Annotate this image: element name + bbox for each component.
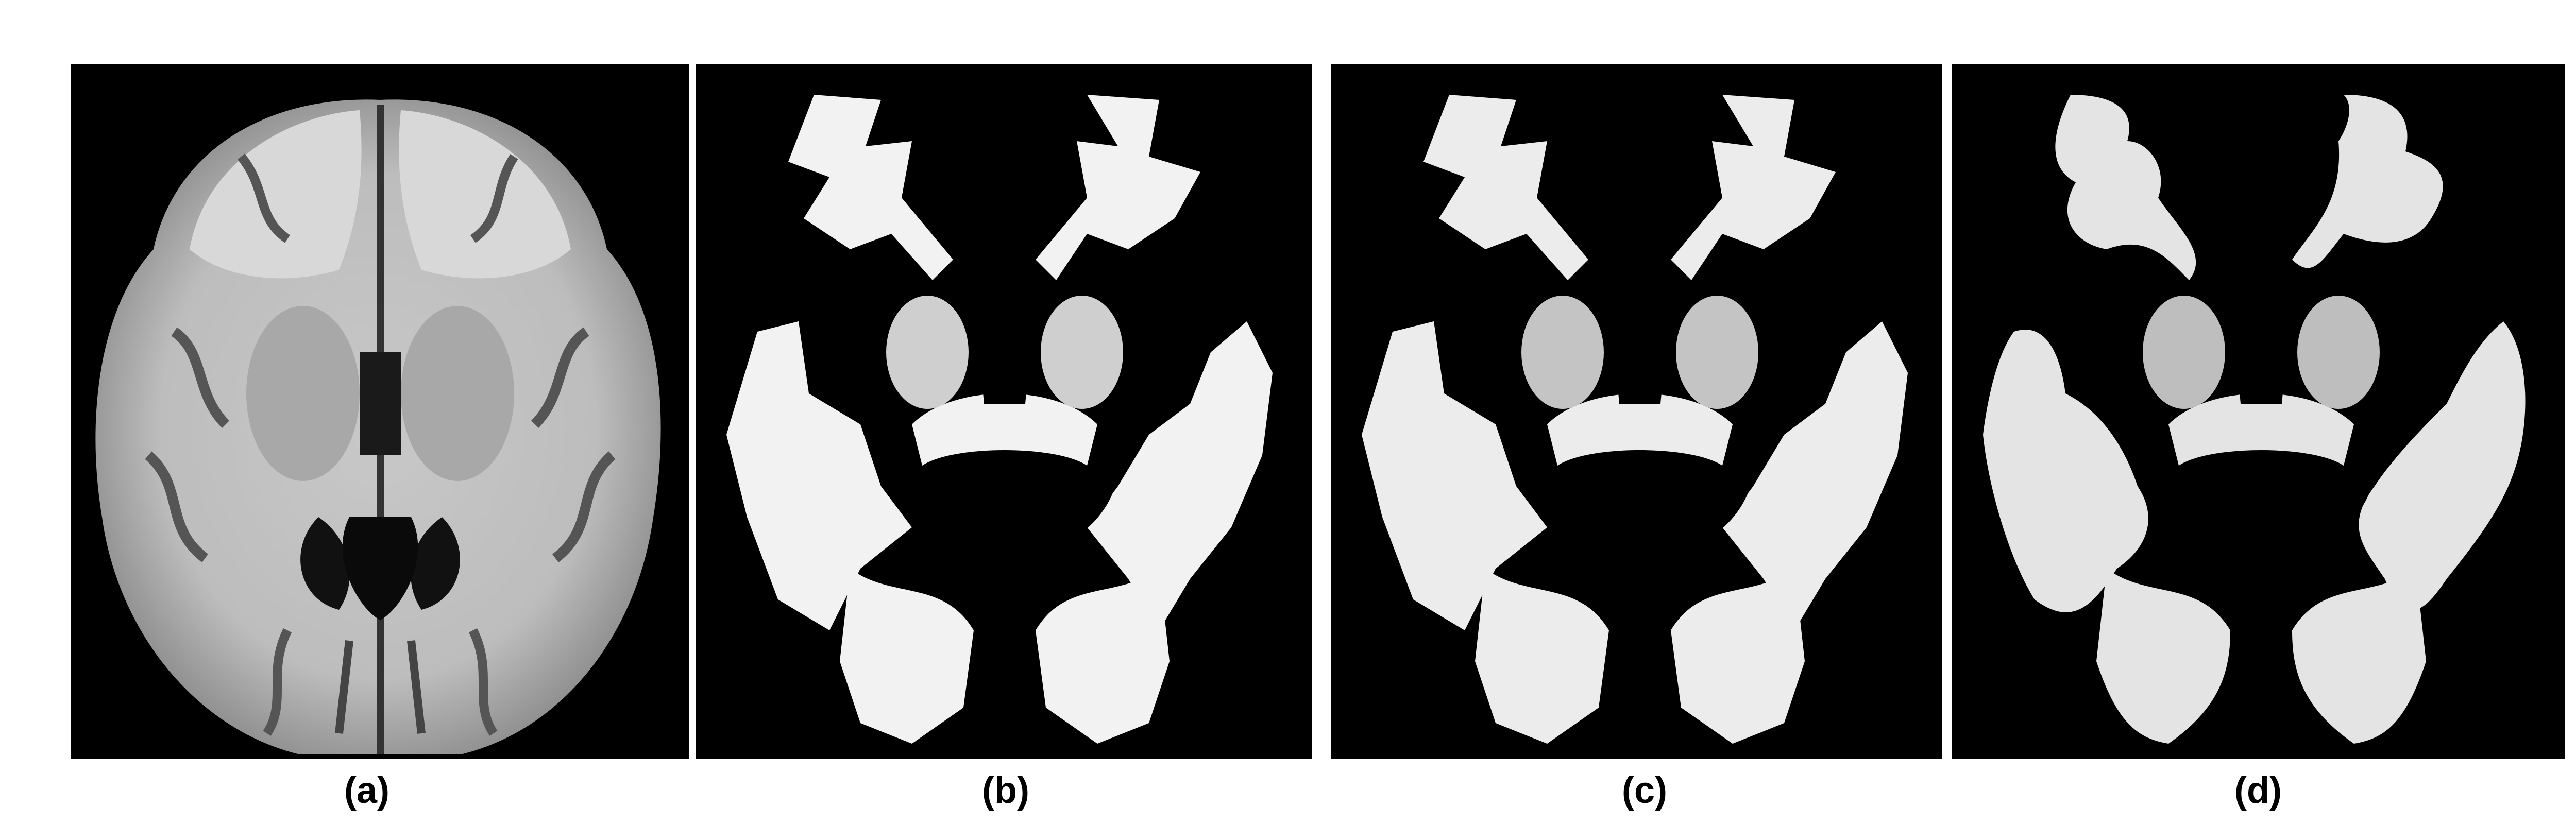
brain-mri-axial-t1-icon xyxy=(71,64,689,759)
caption-b: (b) xyxy=(982,770,1029,811)
caption-c: (c) xyxy=(1622,770,1667,811)
white-matter-segmentation-icon xyxy=(696,64,1312,759)
caption-d: (d) xyxy=(2234,770,2282,811)
caption-a: (a) xyxy=(344,770,389,811)
white-matter-segmentation-icon xyxy=(1331,64,1942,759)
mri-panel-a xyxy=(71,64,689,759)
white-matter-segmentation-icon xyxy=(1952,64,2565,759)
segmentation-panel-d xyxy=(1952,64,2565,759)
segmentation-panel-c xyxy=(1331,64,1942,759)
segmentation-panel-b xyxy=(696,64,1312,759)
